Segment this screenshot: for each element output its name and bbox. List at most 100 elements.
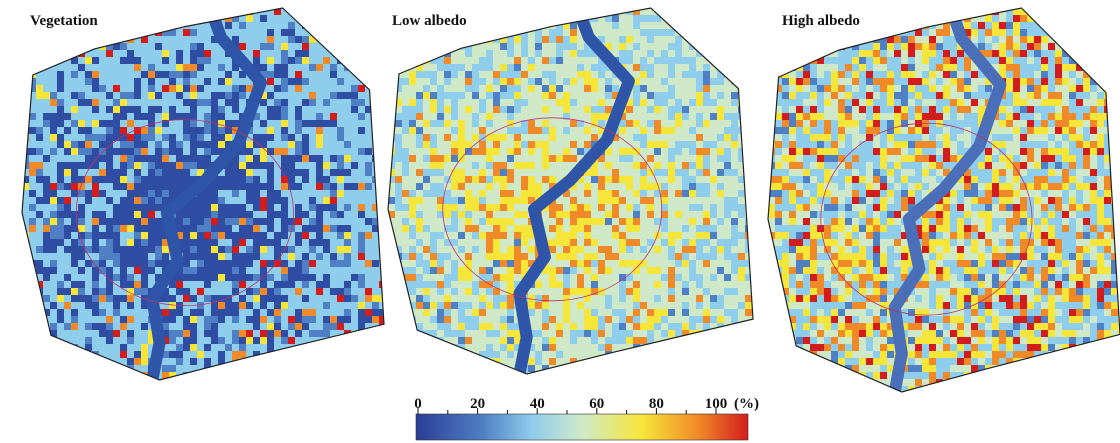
map-pixel bbox=[204, 85, 211, 92]
map-pixel bbox=[323, 351, 330, 358]
map-pixel bbox=[92, 141, 99, 148]
map-pixel bbox=[409, 134, 416, 141]
map-pixel bbox=[430, 218, 437, 225]
map-pixel bbox=[43, 295, 50, 302]
map-pixel bbox=[738, 190, 745, 197]
map-pixel bbox=[486, 169, 493, 176]
map-pixel bbox=[675, 190, 682, 197]
map-pixel bbox=[274, 15, 281, 22]
map-pixel bbox=[288, 120, 295, 127]
map-pixel bbox=[668, 169, 675, 176]
map-pixel bbox=[120, 169, 127, 176]
map-pixel bbox=[197, 15, 204, 22]
map-pixel bbox=[323, 323, 330, 330]
map-pixel bbox=[633, 134, 640, 141]
map-pixel bbox=[535, 15, 542, 22]
map-pixel bbox=[577, 64, 584, 71]
map-pixel bbox=[274, 372, 281, 379]
map-pixel bbox=[267, 316, 274, 323]
map-pixel bbox=[57, 141, 64, 148]
map-pixel bbox=[535, 120, 542, 127]
map-pixel bbox=[85, 134, 92, 141]
map-pixel bbox=[479, 162, 486, 169]
map-pixel bbox=[106, 323, 113, 330]
map-pixel bbox=[668, 36, 675, 43]
map-pixel bbox=[302, 57, 309, 64]
map-pixel bbox=[176, 365, 183, 372]
map-pixel bbox=[141, 176, 148, 183]
map-pixel bbox=[372, 281, 379, 288]
map-pixel bbox=[64, 120, 71, 127]
map-pixel bbox=[500, 78, 507, 85]
map-pixel bbox=[395, 162, 402, 169]
map-pixel bbox=[542, 211, 549, 218]
map-pixel bbox=[36, 330, 43, 337]
map-pixel bbox=[183, 379, 190, 386]
map-pixel bbox=[204, 15, 211, 22]
map-pixel bbox=[113, 113, 120, 120]
map-pixel bbox=[78, 113, 85, 120]
map-pixel bbox=[654, 78, 661, 85]
map-pixel bbox=[50, 190, 57, 197]
map-pixel bbox=[267, 113, 274, 120]
map-pixel bbox=[260, 141, 267, 148]
map-pixel bbox=[197, 162, 204, 169]
map-pixel bbox=[535, 43, 542, 50]
map-pixel bbox=[626, 36, 633, 43]
map-pixel bbox=[218, 288, 225, 295]
map-pixel bbox=[430, 120, 437, 127]
map-pixel bbox=[330, 316, 337, 323]
map-pixel bbox=[344, 225, 351, 232]
map-pixel bbox=[542, 120, 549, 127]
map-pixel bbox=[141, 113, 148, 120]
map-pixel bbox=[451, 197, 458, 204]
map-pixel bbox=[302, 204, 309, 211]
map-pixel bbox=[183, 127, 190, 134]
map-pixel bbox=[260, 358, 267, 365]
map-pixel bbox=[134, 309, 141, 316]
map-pixel bbox=[507, 211, 514, 218]
map-pixel bbox=[570, 99, 577, 106]
map-pixel bbox=[106, 260, 113, 267]
map-pixel bbox=[204, 267, 211, 274]
map-pixel bbox=[710, 190, 717, 197]
map-pixel bbox=[752, 232, 759, 239]
map-pixel bbox=[358, 29, 365, 36]
map-pixel bbox=[626, 183, 633, 190]
map-pixel bbox=[316, 197, 323, 204]
map-pixel bbox=[78, 274, 85, 281]
map-pixel bbox=[752, 204, 759, 211]
map-pixel bbox=[267, 260, 274, 267]
map-pixel bbox=[598, 8, 605, 15]
map-pixel bbox=[549, 50, 556, 57]
map-pixel bbox=[113, 323, 120, 330]
map-pixel bbox=[281, 337, 288, 344]
map-pixel bbox=[402, 197, 409, 204]
map-pixel bbox=[330, 148, 337, 155]
map-pixel bbox=[486, 274, 493, 281]
map-pixel bbox=[724, 92, 731, 99]
map-pixel bbox=[43, 127, 50, 134]
map-pixel bbox=[358, 267, 365, 274]
map-pixel bbox=[113, 8, 120, 15]
map-pixel bbox=[162, 15, 169, 22]
map-pixel bbox=[29, 183, 36, 190]
map-pixel bbox=[542, 71, 549, 78]
map-pixel bbox=[493, 162, 500, 169]
map-pixel bbox=[710, 246, 717, 253]
map-pixel bbox=[92, 218, 99, 225]
map-pixel bbox=[416, 274, 423, 281]
map-pixel bbox=[556, 15, 563, 22]
map-pixel bbox=[337, 211, 344, 218]
map-pixel bbox=[682, 281, 689, 288]
map-pixel bbox=[710, 120, 717, 127]
map-pixel bbox=[633, 232, 640, 239]
map-pixel bbox=[211, 127, 218, 134]
map-pixel bbox=[654, 127, 661, 134]
map-pixel bbox=[57, 295, 64, 302]
map-pixel bbox=[148, 232, 155, 239]
map-pixel bbox=[162, 71, 169, 78]
map-pixel bbox=[514, 127, 521, 134]
map-pixel bbox=[260, 169, 267, 176]
map-pixel bbox=[22, 22, 29, 29]
